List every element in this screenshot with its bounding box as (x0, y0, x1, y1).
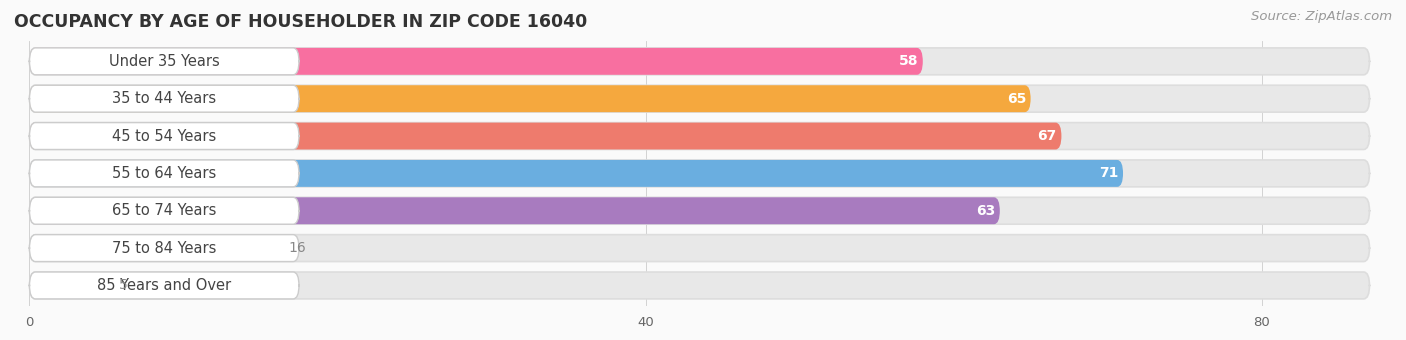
Text: 35 to 44 Years: 35 to 44 Years (112, 91, 217, 106)
FancyBboxPatch shape (30, 272, 299, 299)
Text: Under 35 Years: Under 35 Years (108, 54, 219, 69)
FancyBboxPatch shape (30, 272, 107, 299)
Text: 75 to 84 Years: 75 to 84 Years (112, 241, 217, 256)
FancyBboxPatch shape (30, 85, 1369, 112)
Text: 5: 5 (118, 278, 128, 292)
FancyBboxPatch shape (30, 197, 299, 224)
FancyBboxPatch shape (30, 48, 922, 75)
Text: 71: 71 (1099, 166, 1118, 181)
FancyBboxPatch shape (30, 235, 1369, 261)
Text: Source: ZipAtlas.com: Source: ZipAtlas.com (1251, 10, 1392, 23)
FancyBboxPatch shape (30, 85, 299, 112)
FancyBboxPatch shape (30, 197, 1369, 224)
FancyBboxPatch shape (30, 85, 1031, 112)
FancyBboxPatch shape (30, 123, 1062, 150)
FancyBboxPatch shape (30, 235, 276, 261)
FancyBboxPatch shape (30, 160, 1123, 187)
Text: 65 to 74 Years: 65 to 74 Years (112, 203, 217, 218)
Text: 58: 58 (898, 54, 918, 68)
FancyBboxPatch shape (30, 197, 1000, 224)
Text: 45 to 54 Years: 45 to 54 Years (112, 129, 217, 143)
Text: 67: 67 (1038, 129, 1057, 143)
FancyBboxPatch shape (30, 235, 299, 261)
Text: 55 to 64 Years: 55 to 64 Years (112, 166, 217, 181)
FancyBboxPatch shape (30, 123, 299, 150)
Text: 85 Years and Over: 85 Years and Over (97, 278, 232, 293)
Text: 16: 16 (288, 241, 307, 255)
FancyBboxPatch shape (30, 48, 299, 75)
FancyBboxPatch shape (30, 160, 299, 187)
Text: 65: 65 (1007, 92, 1026, 106)
FancyBboxPatch shape (30, 272, 1369, 299)
FancyBboxPatch shape (30, 123, 1369, 150)
FancyBboxPatch shape (30, 48, 1369, 75)
Text: 63: 63 (976, 204, 995, 218)
Text: OCCUPANCY BY AGE OF HOUSEHOLDER IN ZIP CODE 16040: OCCUPANCY BY AGE OF HOUSEHOLDER IN ZIP C… (14, 13, 588, 31)
FancyBboxPatch shape (30, 160, 1369, 187)
